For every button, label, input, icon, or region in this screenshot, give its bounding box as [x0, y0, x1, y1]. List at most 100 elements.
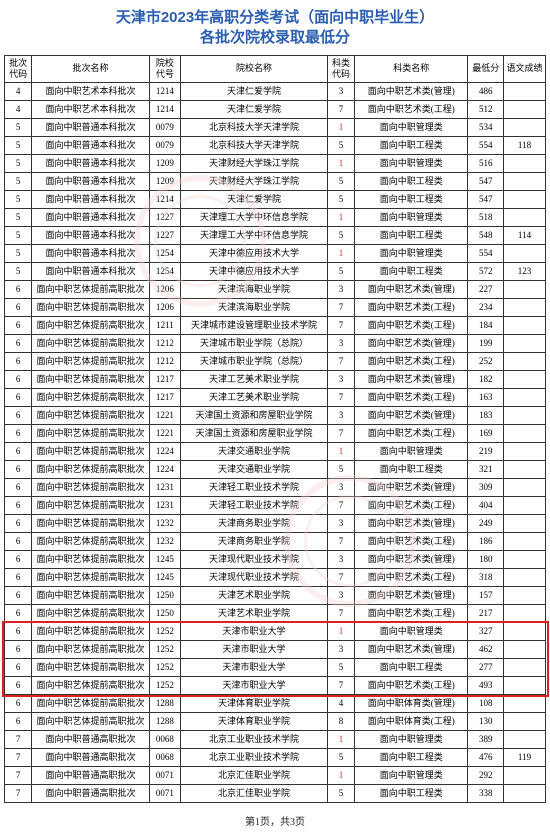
- cell: 572: [468, 263, 504, 281]
- table-row: 6面向中职艺体提前高职批次1245天津现代职业技术学院7面向中职艺术类(工程)3…: [5, 569, 546, 587]
- scores-table: 批次代码批次名称院校代号院校名称科类代码科类名称最低分语文成绩 4面向中职艺术本…: [4, 55, 546, 804]
- cell: 面向中职艺术类(工程): [355, 425, 468, 443]
- cell: 6: [5, 641, 32, 659]
- cell: 1: [327, 731, 354, 749]
- cell: 面向中职工程类: [355, 659, 468, 677]
- table-container: 批次代码批次名称院校代号院校名称科类代码科类名称最低分语文成绩 4面向中职艺术本…: [4, 55, 546, 804]
- cell: 3: [327, 281, 354, 299]
- table-row: 6面向中职艺体提前高职批次1231天津轻工职业技术学院3面向中职艺术类(管理)3…: [5, 479, 546, 497]
- table-row: 6面向中职艺体提前高职批次1231天津轻工职业技术学院7面向中职艺术类(工程)4…: [5, 497, 546, 515]
- cell: 天津工艺美术职业学院: [181, 371, 328, 389]
- cell: 6: [5, 587, 32, 605]
- cell: 1: [327, 155, 354, 173]
- cell: 7: [5, 749, 32, 767]
- cell: 面向中职艺术类(管理): [355, 281, 468, 299]
- cell: 6: [5, 461, 32, 479]
- cell: 4: [5, 101, 32, 119]
- cell: 389: [468, 731, 504, 749]
- cell: 7: [327, 497, 354, 515]
- cell: 面向中职工程类: [355, 461, 468, 479]
- cell: 534: [468, 119, 504, 137]
- table-row: 4面向中职艺术本科批次1214天津仁爱学院3面向中职艺术类(管理)486: [5, 83, 546, 101]
- cell: 5: [327, 263, 354, 281]
- cell: 面向中职艺体提前高职批次: [32, 299, 149, 317]
- table-row: 6面向中职艺体提前高职批次1212天津城市职业学院（总院）7面向中职艺术类(工程…: [5, 353, 546, 371]
- cell: 天津现代职业技术学院: [181, 551, 328, 569]
- cell: 4: [327, 695, 354, 713]
- cell: 面向中职艺体提前高职批次: [32, 371, 149, 389]
- cell: 面向中职艺体提前高职批次: [32, 389, 149, 407]
- cell: 163: [468, 389, 504, 407]
- cell: 面向中职艺体提前高职批次: [32, 533, 149, 551]
- cell: 面向中职普通本科批次: [32, 155, 149, 173]
- table-row: 5面向中职普通本科批次1227天津理工大学中环信息学院1面向中职管理类518: [5, 209, 546, 227]
- cell: 118: [504, 137, 546, 155]
- cell: 219: [468, 443, 504, 461]
- cell: 554: [468, 245, 504, 263]
- cell: [504, 443, 546, 461]
- table-row: 5面向中职普通本科批次1254天津中德应用技术大学5面向中职工程类572123: [5, 263, 546, 281]
- cell: 1: [327, 443, 354, 461]
- cell: 天津市职业大学: [181, 659, 328, 677]
- cell: 1252: [149, 641, 180, 659]
- cell: 面向中职普通本科批次: [32, 119, 149, 137]
- cell: 1254: [149, 245, 180, 263]
- cell: 554: [468, 137, 504, 155]
- table-row: 6面向中职艺体提前高职批次1250天津艺术职业学院3面向中职艺术类(管理)157: [5, 587, 546, 605]
- title-line-2: 各批次院校录取最低分: [4, 28, 546, 48]
- cell: 548: [468, 227, 504, 245]
- cell: 199: [468, 335, 504, 353]
- cell: 面向中职艺术类(管理): [355, 371, 468, 389]
- cell: 1209: [149, 155, 180, 173]
- cell: 天津中德应用技术大学: [181, 245, 328, 263]
- cell: 面向中职艺体提前高职批次: [32, 443, 149, 461]
- cell: 6: [5, 677, 32, 695]
- cell: 天津理工大学中环信息学院: [181, 209, 328, 227]
- table-row: 6面向中职艺体提前高职批次1217天津工艺美术职业学院3面向中职艺术类(管理)1…: [5, 371, 546, 389]
- cell: 5: [327, 137, 354, 155]
- cell: 6: [5, 281, 32, 299]
- cell: 3: [327, 587, 354, 605]
- cell: 5: [5, 155, 32, 173]
- cell: 面向中职艺术类(工程): [355, 299, 468, 317]
- cell: 1212: [149, 353, 180, 371]
- table-row: 4面向中职艺术本科批次1214天津仁爱学院7面向中职艺术类(工程)512: [5, 101, 546, 119]
- cell: 北京工业职业技术学院: [181, 749, 328, 767]
- cell: 234: [468, 299, 504, 317]
- cell: [504, 317, 546, 335]
- table-row: 5面向中职普通本科批次1227天津理工大学中环信息学院5面向中职工程类54811…: [5, 227, 546, 245]
- cell: 0071: [149, 767, 180, 785]
- table-row: 6面向中职艺体提前高职批次1206天津滨海职业学院3面向中职艺术类(管理)227: [5, 281, 546, 299]
- col-header: 科类名称: [355, 55, 468, 83]
- cell: 3: [327, 407, 354, 425]
- cell: 面向中职普通本科批次: [32, 227, 149, 245]
- cell: 547: [468, 173, 504, 191]
- cell: 面向中职艺体提前高职批次: [32, 281, 149, 299]
- cell: 天津财经大学珠江学院: [181, 155, 328, 173]
- cell: 天津城市职业学院（总院）: [181, 353, 328, 371]
- cell: 6: [5, 353, 32, 371]
- cell: 面向中职艺术类(工程): [355, 389, 468, 407]
- cell: 0068: [149, 749, 180, 767]
- cell: 面向中职艺体提前高职批次: [32, 461, 149, 479]
- cell: 面向中职体育类(工程): [355, 713, 468, 731]
- cell: 5: [327, 659, 354, 677]
- cell: [504, 173, 546, 191]
- cell: 5: [327, 173, 354, 191]
- table-row: 6面向中职艺体提前高职批次1250天津艺术职业学院7面向中职艺术类(工程)217: [5, 605, 546, 623]
- cell: 面向中职艺术类(管理): [355, 587, 468, 605]
- cell: 3: [327, 479, 354, 497]
- table-row: 7面向中职普通高职批次0071北京汇佳职业学院1面向中职管理类292: [5, 767, 546, 785]
- cell: 7: [327, 677, 354, 695]
- cell: 1221: [149, 425, 180, 443]
- cell: 面向中职体育类(管理): [355, 695, 468, 713]
- cell: 天津市职业大学: [181, 677, 328, 695]
- cell: 217: [468, 605, 504, 623]
- cell: 面向中职艺体提前高职批次: [32, 641, 149, 659]
- page-footer: 第1页，共3页: [4, 813, 546, 828]
- cell: 面向中职艺术类(管理): [355, 479, 468, 497]
- cell: [504, 371, 546, 389]
- cell: 天津体育职业学院: [181, 695, 328, 713]
- cell: 面向中职艺体提前高职批次: [32, 713, 149, 731]
- table-row: 6面向中职艺体提前高职批次1212天津城市职业学院（总院）3面向中职艺术类(管理…: [5, 335, 546, 353]
